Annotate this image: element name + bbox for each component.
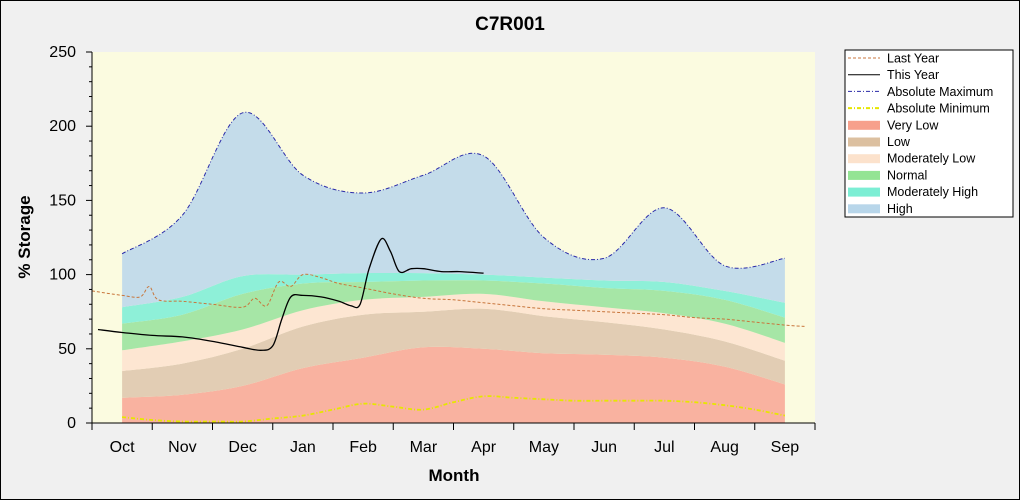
legend-swatch-fill [848,187,880,197]
legend-swatch-fill [848,154,880,164]
band-very-low [122,346,785,423]
x-tick-label: May [529,439,559,456]
x-tick-label: Apr [471,439,497,456]
x-tick-label: Aug [710,439,738,456]
legend-label: Low [887,135,911,149]
x-tick-label: Jun [591,439,617,456]
x-tick-label: Jul [654,439,674,456]
legend-swatch-fill [848,170,880,180]
lines-layer [91,111,807,423]
legend-label: Absolute Minimum [887,102,990,116]
legend-swatch-fill [848,120,880,130]
legend-swatch-fill [848,137,880,147]
y-tick-label: 0 [67,415,76,432]
x-tick-label: Feb [349,439,377,456]
chart-title: C7R001 [475,14,545,35]
y-tick-label: 50 [58,341,76,358]
y-tick-label: 150 [49,192,76,209]
x-axis-title: Month [429,466,480,485]
x-tick-label: Jan [290,439,316,456]
x-tick-label: Dec [228,439,256,456]
x-tick-label: Sep [771,439,800,456]
legend-label: Moderately Low [887,152,976,166]
legend-item: Very Low [848,118,939,132]
legend-swatch-fill [848,204,880,214]
y-axis-title: % Storage [15,195,34,278]
band-low [122,308,785,398]
y-tick-label: 200 [49,118,76,135]
legend-item: Moderately High [848,185,978,199]
legend-label: Normal [887,168,927,182]
legend-item: Moderately Low [848,152,976,166]
y-tick-label: 100 [49,267,76,284]
legend: Last Year This Year Absolute Maximum Absolu… [844,49,1014,218]
series-line-absolute-minimum [122,395,786,423]
legend-item: Absolute Minimum [848,102,990,116]
legend-item: Last Year [848,52,939,66]
legend-item: High [848,202,913,216]
x-tick-label: Oct [110,439,135,456]
series-line-last-year [91,273,807,327]
x-tick-label: Mar [410,439,438,456]
legend-item: Low [848,135,911,149]
legend-item: Normal [848,168,927,182]
series-line-this-year [97,237,484,351]
band-high [122,112,785,308]
band-moderately-high [122,272,785,324]
bands-layer [122,112,785,423]
band-normal [122,280,785,351]
band-moderately-low [122,293,785,372]
legend-label: This Year [887,68,939,82]
legend-label: Moderately High [887,185,978,199]
legend-item: Absolute Maximum [848,85,993,99]
x-ticks: Oct Nov Dec Jan Feb Mar Apr May Jun Jul Aug Sep [91,423,816,456]
legend-label: Absolute Maximum [887,85,993,99]
legend-label: High [887,202,913,216]
legend-label: Very Low [887,118,939,132]
legend-item: This Year [848,68,939,82]
x-tick-label: Nov [168,439,196,456]
y-tick-label: 250 [49,44,76,61]
legend-label: Last Year [887,52,939,66]
y-ticks: 0 50 100 150 200 250 [49,44,92,432]
